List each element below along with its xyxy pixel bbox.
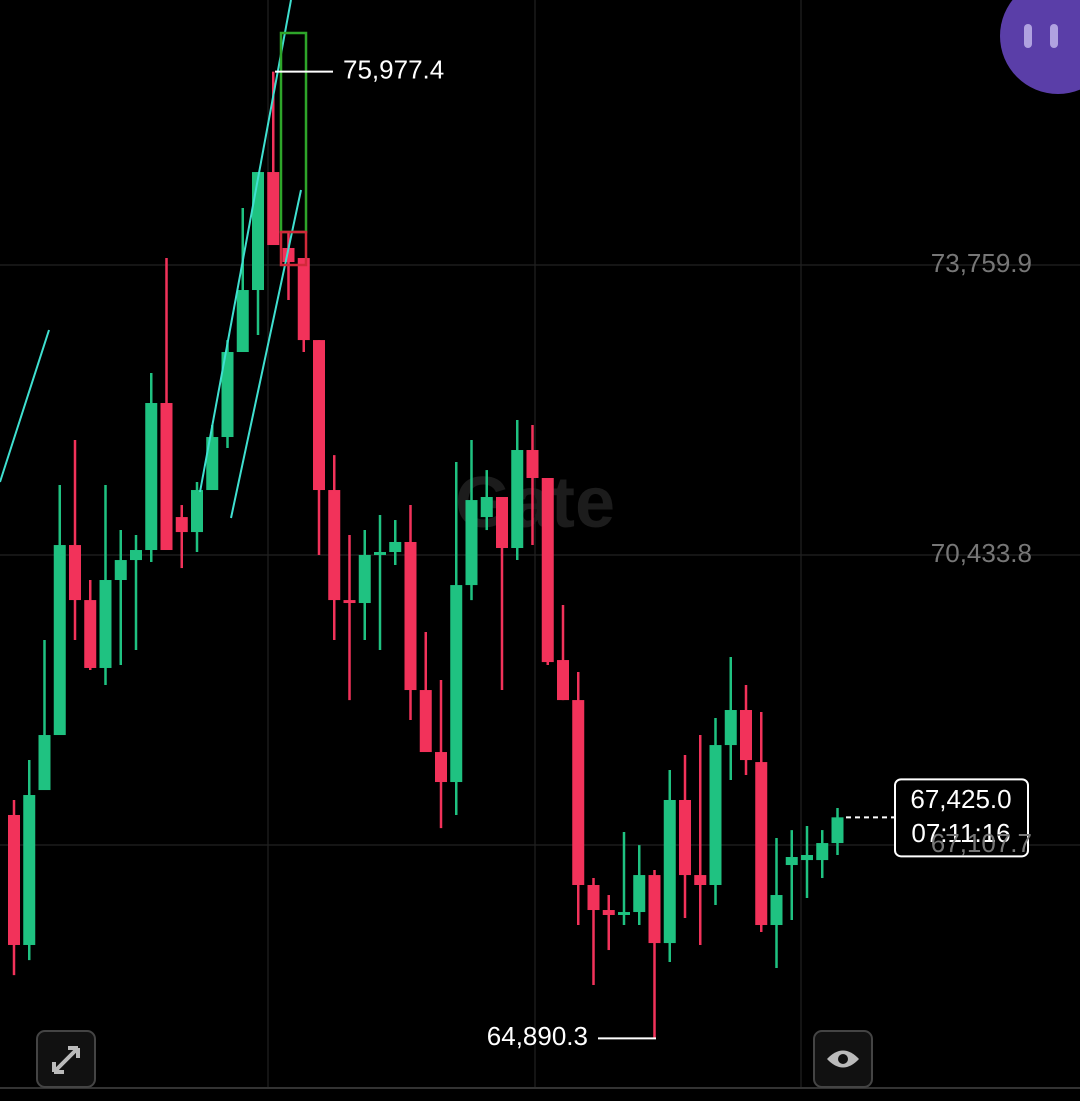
candle-body [374, 552, 386, 555]
candle-body [84, 600, 97, 668]
expand-button[interactable] [36, 1030, 96, 1088]
candle-body [236, 290, 249, 353]
candle-body [313, 340, 325, 491]
candle-body [709, 745, 722, 885]
candle-body [694, 875, 707, 885]
candle-body [679, 799, 691, 876]
candle-body [496, 497, 508, 549]
low-marker-label: 64,890.3 [487, 1021, 588, 1051]
candle-body [206, 437, 219, 491]
candle-body [8, 814, 20, 945]
candle-body [175, 517, 188, 533]
countdown-label: 07:11:16 [911, 818, 1010, 848]
candle-body [130, 550, 142, 561]
last-price-box [894, 778, 1029, 858]
y-tick-label: 67,107.7 [931, 828, 1032, 858]
pause-bar [1024, 24, 1032, 48]
candle-body [816, 843, 829, 861]
candle-body [618, 912, 630, 915]
candle-body [633, 875, 646, 913]
candle-body [328, 490, 341, 601]
candle-body [511, 450, 524, 549]
eye-button[interactable] [813, 1030, 873, 1088]
candle-body [557, 660, 569, 701]
candle-body [785, 857, 798, 866]
candle-body [53, 545, 66, 736]
candle-body [450, 585, 463, 783]
candle-body [801, 855, 813, 861]
y-tick-label: 73,759.9 [931, 248, 1032, 278]
candle-body [831, 817, 844, 844]
candle-body [724, 710, 737, 746]
candle-body [252, 172, 264, 291]
floating-button[interactable] [1000, 0, 1080, 94]
candle-body [435, 752, 447, 783]
candle-body [99, 580, 112, 668]
candle-body [465, 500, 478, 586]
overlay: 75,977.4 64,890.3 67,425.0 07:11:16 [275, 55, 1029, 1051]
candle-body [114, 560, 127, 581]
high-marker-label: 75,977.4 [343, 55, 444, 85]
eye-pupil [838, 1054, 848, 1064]
candle-body [358, 554, 371, 604]
candle-body [267, 172, 280, 246]
trend-lines [0, 0, 302, 519]
candle-body [389, 541, 402, 553]
y-tick-label: 70,433.8 [931, 538, 1032, 568]
candle-body [23, 795, 36, 945]
pause-bar [1050, 24, 1058, 48]
candle-body [191, 490, 203, 533]
candle-body [145, 403, 158, 551]
candle-body [663, 799, 676, 944]
candle-body [160, 403, 173, 551]
candle-body [69, 545, 81, 601]
candle-body [740, 710, 752, 761]
candle-body [404, 541, 417, 691]
candle-body [770, 895, 783, 926]
candle-body [38, 735, 51, 791]
candle-body [480, 497, 493, 518]
candle-body [602, 910, 615, 915]
candle-body [755, 762, 768, 926]
trend-line [0, 329, 50, 483]
trend-line [230, 189, 302, 519]
trend-line [199, 0, 292, 493]
candle-body [221, 352, 234, 438]
expand-icon [52, 1046, 80, 1074]
candle-body [587, 884, 600, 911]
candle-body [343, 600, 356, 604]
last-price-label: 67,425.0 [910, 784, 1011, 814]
candle-body [526, 450, 539, 478]
candle-body [297, 258, 310, 341]
candle-body [572, 700, 585, 885]
candle-body [541, 477, 554, 663]
candle-body [419, 690, 432, 753]
highlight-box [279, 230, 308, 267]
candle-body [648, 875, 661, 944]
candles [8, 71, 844, 1039]
